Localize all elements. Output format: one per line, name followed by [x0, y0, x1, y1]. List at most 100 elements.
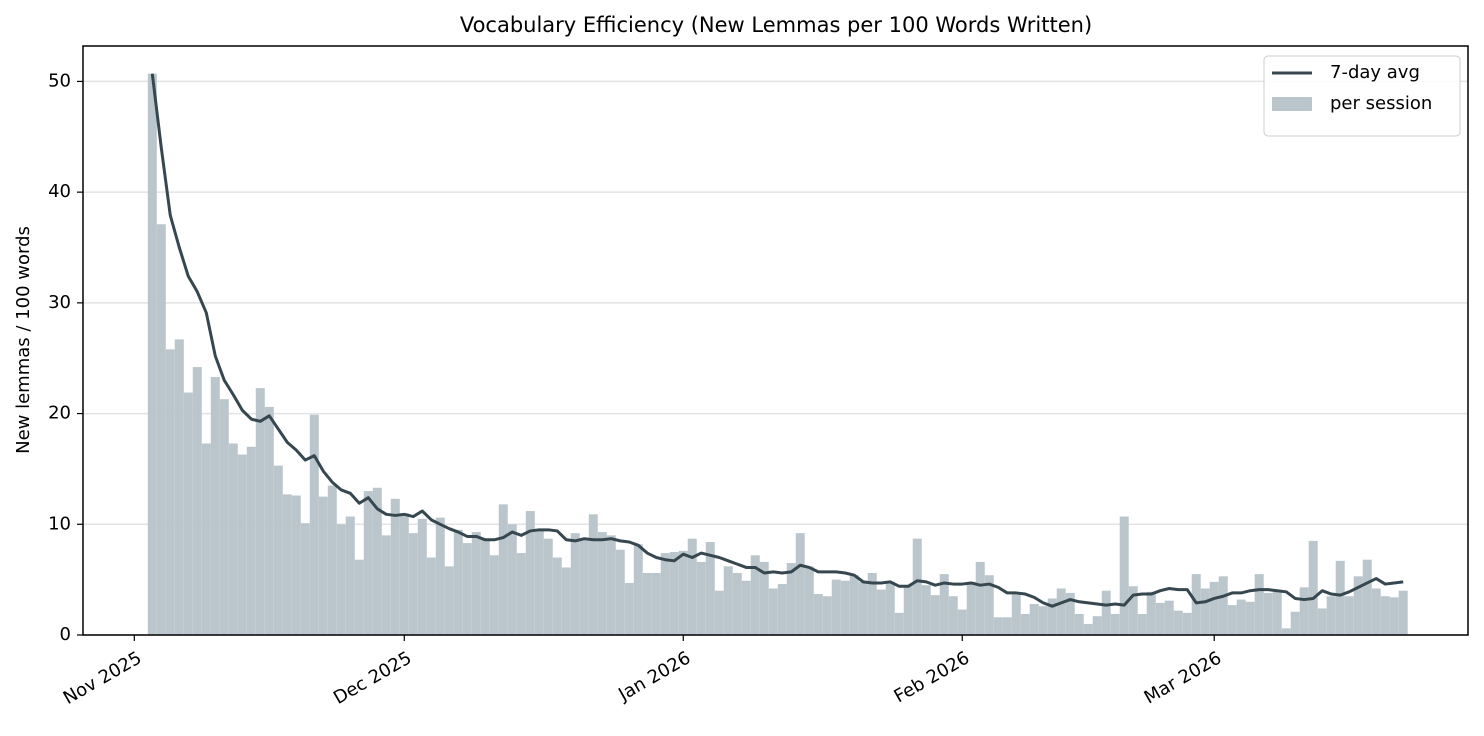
bar — [1020, 613, 1030, 635]
bar — [462, 543, 472, 635]
bar — [255, 388, 265, 635]
bar — [1164, 600, 1174, 635]
bar — [921, 585, 931, 635]
legend-box — [1263, 55, 1461, 137]
bar — [327, 485, 337, 635]
bar — [561, 567, 571, 635]
bar — [1362, 559, 1372, 635]
bar — [1326, 596, 1336, 635]
bar — [813, 594, 823, 635]
bar — [804, 566, 814, 635]
bar — [201, 443, 211, 635]
bar — [660, 553, 670, 635]
bar — [471, 532, 481, 635]
bar — [597, 532, 607, 635]
bar — [507, 524, 517, 635]
bar — [282, 494, 292, 635]
bar — [1272, 591, 1282, 635]
bar — [363, 491, 373, 635]
bar — [1281, 628, 1291, 635]
bar — [1380, 596, 1390, 635]
bar — [966, 581, 976, 635]
bar — [1101, 590, 1111, 635]
bar — [831, 579, 841, 635]
bar — [705, 542, 715, 635]
bar — [552, 557, 562, 635]
legend-label: 7-day avg — [1330, 62, 1420, 83]
bar — [300, 523, 310, 635]
bar — [885, 581, 895, 635]
legend-label: per session — [1330, 93, 1432, 114]
bar — [246, 446, 256, 635]
bar — [309, 414, 319, 635]
bar — [543, 538, 553, 635]
bar — [1182, 612, 1192, 635]
bar — [147, 73, 157, 635]
bar — [993, 617, 1003, 635]
bar — [741, 580, 751, 635]
bar — [1092, 616, 1102, 635]
bar — [732, 573, 742, 635]
bar — [1119, 516, 1129, 635]
bar — [579, 539, 589, 635]
bar — [534, 528, 544, 635]
bar — [1191, 574, 1201, 635]
bar — [1137, 613, 1147, 635]
bar — [606, 535, 616, 635]
bar — [390, 498, 400, 635]
bar — [624, 582, 634, 635]
bar — [642, 573, 652, 635]
bar — [1146, 591, 1156, 635]
bar — [291, 495, 301, 635]
bar — [489, 555, 499, 635]
bar — [723, 566, 733, 635]
bar — [426, 557, 436, 635]
plot-frame — [82, 45, 1469, 636]
bar — [453, 529, 463, 635]
bar — [354, 559, 364, 635]
legend-swatch — [1272, 97, 1312, 111]
bar — [1299, 587, 1309, 635]
bar — [210, 377, 220, 635]
bar — [1308, 540, 1318, 635]
bar — [777, 584, 787, 635]
bar — [1047, 598, 1057, 635]
y-tick-label: 50 — [48, 70, 71, 91]
bar — [1353, 576, 1363, 635]
bar — [1227, 605, 1237, 635]
bar — [570, 533, 580, 635]
bar — [1155, 602, 1165, 635]
bar — [417, 518, 427, 635]
y-tick-label: 10 — [48, 513, 71, 534]
bar — [498, 504, 508, 635]
bar — [183, 392, 193, 635]
bar — [759, 561, 769, 635]
bar — [345, 516, 355, 635]
y-axis-label: New lemmas / 100 words — [13, 226, 34, 454]
bar — [750, 555, 760, 635]
bar — [1038, 606, 1048, 635]
bar — [957, 609, 967, 635]
bar — [894, 612, 904, 635]
bar — [975, 561, 985, 635]
bar — [1254, 574, 1264, 635]
bar — [948, 596, 958, 635]
bar — [714, 590, 724, 635]
y-tick-label: 0 — [60, 624, 71, 645]
y-tick-label: 30 — [48, 292, 71, 313]
bar — [1335, 560, 1345, 635]
bar — [1110, 613, 1120, 635]
bar — [219, 399, 229, 635]
bar — [399, 513, 409, 635]
bar — [381, 535, 391, 635]
bar — [435, 517, 445, 635]
y-tick-label: 40 — [48, 181, 71, 202]
bar — [1398, 590, 1408, 635]
bar — [408, 533, 418, 635]
bar — [669, 551, 679, 635]
bar — [678, 550, 688, 635]
bar — [318, 496, 328, 635]
bar — [1245, 601, 1255, 635]
bar — [336, 524, 346, 635]
